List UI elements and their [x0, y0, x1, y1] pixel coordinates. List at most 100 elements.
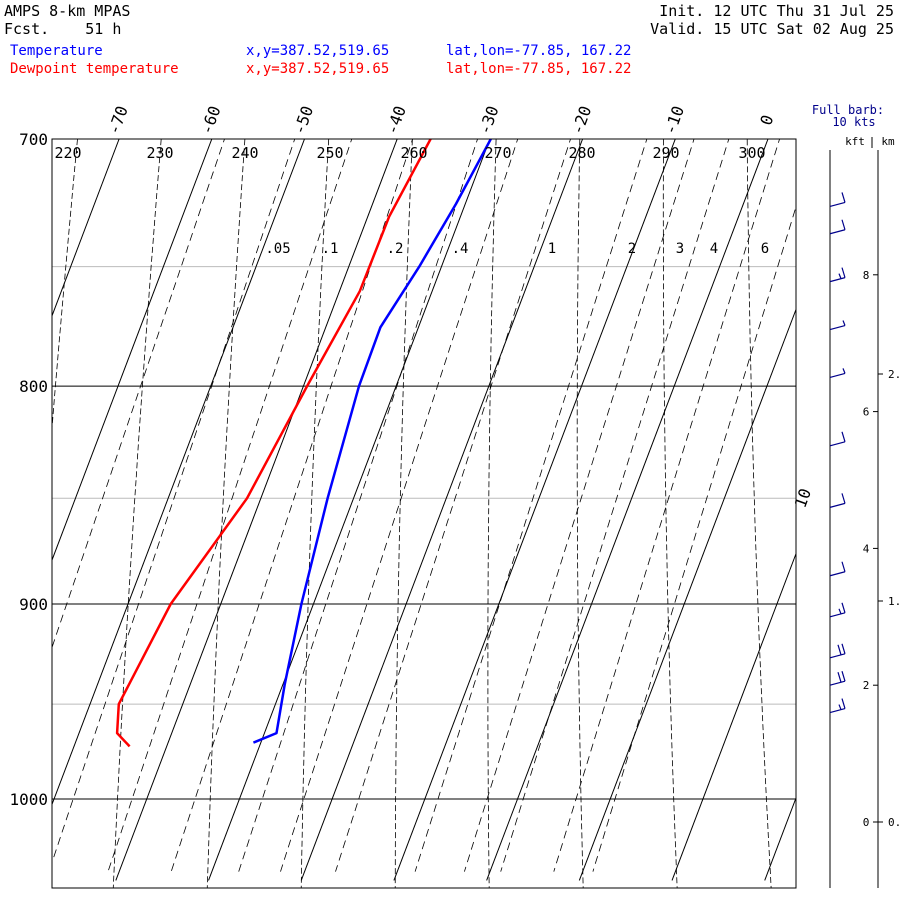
isotherm-tick-label: -40: [382, 103, 410, 137]
dry-adiabat-label: 290: [652, 144, 679, 162]
dry-adiabat-label: 300: [738, 144, 765, 162]
wind-barb: [829, 431, 846, 447]
wind-barb-half: [838, 608, 842, 615]
dry-adiabat-line: [300, 139, 330, 888]
mixing-ratio-line: [335, 139, 571, 872]
mixing-ratio-line: [52, 139, 225, 649]
isotherm-tick-label: 10: [791, 486, 815, 511]
barb-key-label: Full barb:: [812, 103, 884, 117]
wind-barb-staff: [829, 707, 846, 714]
dry-adiabat-line: [206, 139, 246, 888]
dry-adiabat-label: 280: [568, 144, 595, 162]
isotherm-tick-label: -20: [568, 103, 596, 137]
isotherm-line: [486, 139, 769, 881]
wind-barb-staff: [829, 324, 846, 331]
wind-barb-staff: [829, 680, 846, 686]
dry-adiabat-line: [52, 139, 78, 433]
wind-barb-flag: [841, 671, 846, 682]
dry-adiabat-label: 230: [146, 144, 173, 162]
wind-barb-staff: [829, 201, 846, 207]
isotherm-tick-label: -10: [660, 103, 688, 137]
dry-adiabat-line: [830, 85, 865, 889]
pressure-tick-label: 1000: [9, 790, 48, 809]
mixing-ratio-line: [52, 139, 296, 864]
wind-barb: [829, 493, 846, 508]
mixing-ratio-label: .1: [322, 241, 339, 257]
kft-tick-label: 2: [863, 679, 870, 692]
wind-barb-staff: [829, 372, 846, 378]
dry-adiabat-label: 270: [484, 144, 511, 162]
mixing-ratio-line: [553, 139, 780, 872]
legend-dewpoint-latlon: lat,lon=-77.85, 167.22: [446, 61, 632, 77]
dry-adiabat-label: 260: [400, 144, 427, 162]
mixing-ratio-label: .05: [265, 241, 290, 257]
dry-adiabat-line: [576, 139, 584, 888]
wind-barb-staff: [829, 277, 846, 283]
isotherm-line: [208, 139, 491, 881]
kft-tick-label: 8: [863, 269, 870, 282]
mixing-ratio-line: [238, 139, 478, 872]
legend-temperature-label: Temperature: [10, 43, 103, 59]
wind-barb: [829, 267, 846, 283]
dry-adiabat-line: [112, 139, 162, 888]
wind-barb: [829, 192, 846, 207]
wind-barb-staff: [829, 571, 846, 577]
chart-series: [115, 139, 492, 748]
kft-tick-label: 4: [863, 542, 870, 555]
plot-frame: [51, 138, 797, 889]
wind-barb: [829, 561, 846, 577]
mixing-ratio-label: .4: [452, 241, 469, 257]
wind-barb: [829, 671, 846, 686]
isotherm-line: [764, 796, 796, 881]
wind-barb-staff: [829, 502, 846, 508]
wind-barb-flag: [841, 267, 846, 278]
wind-barb: [829, 219, 846, 235]
mixing-ratio-line: [280, 139, 519, 872]
dry-adiabat-label: 220: [54, 144, 81, 162]
forecast-hour: Fcst. 51 h: [4, 20, 122, 38]
isotherm-tick-label: -50: [289, 103, 317, 137]
km-tick-label: 1.: [888, 595, 900, 608]
wind-barb-half: [838, 704, 842, 710]
wind-barb-staff: [829, 229, 846, 235]
kft-unit-label: kft: [845, 135, 865, 148]
wind-barb: [829, 643, 846, 659]
wind-barb-flag: [841, 561, 846, 572]
mixing-ratio-label: 4: [710, 241, 718, 257]
wind-barb: [829, 602, 846, 618]
mixing-ratio-label: 3: [676, 241, 684, 257]
km-tick-label: 0.: [888, 816, 900, 829]
dry-adiabat-line: [487, 139, 497, 888]
wind-barb-staff: [829, 653, 846, 659]
dewpoint-line: [115, 139, 432, 748]
legend-dewpoint-xy: x,y=387.52,519.65: [246, 61, 390, 77]
isotherm-tick-label: 0: [756, 112, 777, 128]
kft-tick-label: 0: [863, 816, 870, 829]
km-unit-label: km: [881, 135, 895, 148]
isotherm-line: [393, 139, 676, 881]
mixing-ratio-line: [414, 139, 648, 872]
isotherm-line: [52, 139, 305, 806]
pressure-tick-label: 800: [19, 377, 48, 396]
legend-temperature-xy: x,y=387.52,519.65: [246, 43, 390, 59]
chart-labels: 700 800 900 1000 -70 -60 -50 -40 -30 -20 -10 0 10 220…: [9, 103, 815, 809]
temperature-line: [252, 139, 492, 744]
isotherm-tick-label: -30: [475, 103, 503, 137]
wind-barb-flag: [841, 602, 846, 613]
isotherm-tick-label: -60: [197, 103, 225, 137]
km-tick-label: 2.: [888, 368, 900, 381]
dry-adiabat-label: 250: [316, 144, 343, 162]
legend-dewpoint-label: Dewpoint temperature: [10, 61, 179, 77]
mixing-ratio-label: 1: [548, 241, 556, 257]
init-time: Init. 12 UTC Thu 31 Jul 25: [659, 2, 894, 20]
wind-barb-staff: [829, 441, 846, 447]
wind-profile-panel: Full barb:10 kts kft km 8 6 4 2 0 2. 1. 0.: [812, 103, 900, 888]
wind-barb: [829, 698, 846, 714]
kft-tick-label: 6: [863, 406, 870, 419]
barb-key-value: 10 kts: [832, 115, 875, 129]
wind-barb-flag: [841, 431, 846, 442]
wind-barb-flag: [841, 192, 846, 203]
dry-adiabat-line: [746, 139, 772, 888]
isotherm-line: [0, 139, 26, 880]
